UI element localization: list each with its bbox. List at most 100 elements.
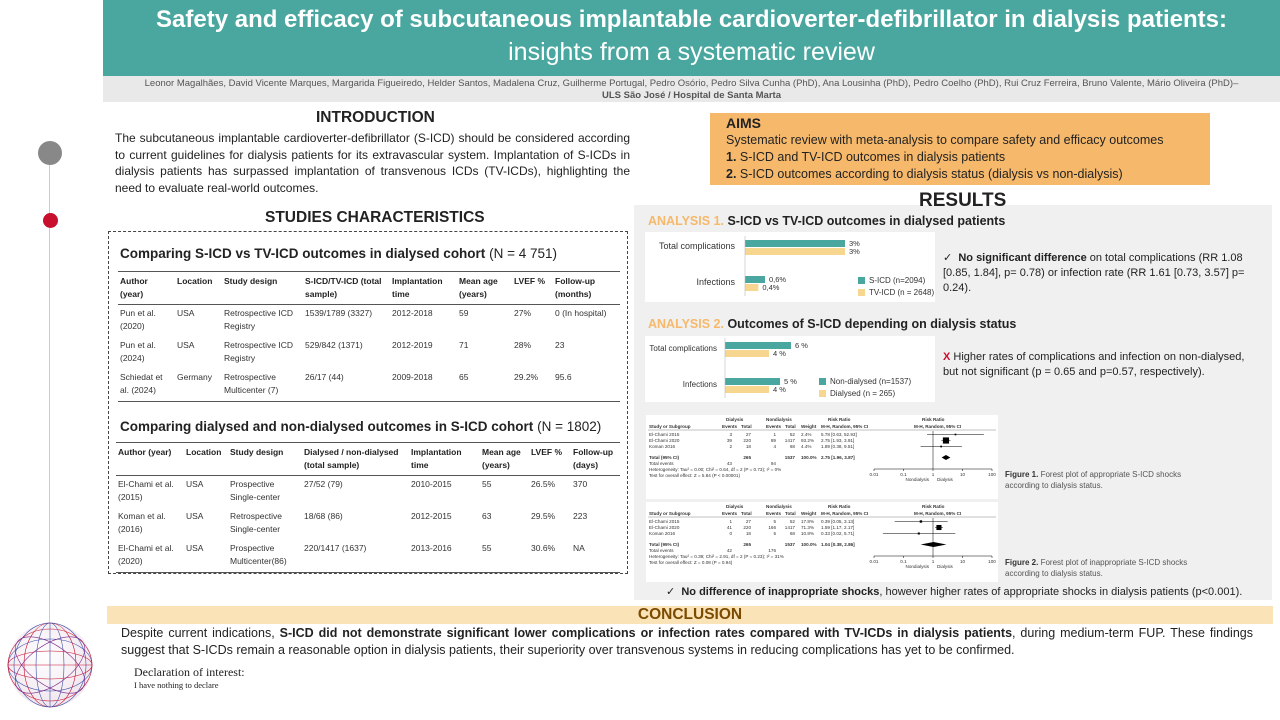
forest-cell: 1: [729, 519, 732, 524]
forest-events: 42: [727, 548, 733, 553]
table-header-cell: Mean age (years): [457, 271, 512, 305]
table-header-cell: Location: [175, 271, 222, 305]
forest-axis-left-label: Nondialysis: [906, 477, 930, 482]
forest-point: [954, 433, 957, 436]
bar-1-0: [725, 378, 780, 385]
table-cell: 220/1417 (1637): [302, 540, 409, 573]
forest-point: [917, 532, 920, 535]
forest-header: M-H, Random, 95% CI: [914, 424, 961, 429]
table-cell: 71: [459, 340, 469, 350]
table1-title: Comparing S-ICD vs TV-ICD outcomes in di…: [120, 246, 557, 261]
forest-header: Risk Ratio: [922, 504, 945, 509]
forest-study: El-Chami 2015: [649, 519, 680, 524]
forest-cell: 2: [729, 444, 732, 449]
heart-globe-icon: [7, 622, 93, 708]
table-header-cell: Study design: [228, 442, 302, 476]
forest-tick-label: 1: [932, 472, 935, 477]
table-header-cell: Author (year): [118, 271, 175, 305]
table-header-cell: Follow-up (months): [553, 271, 620, 305]
legend-swatch: [858, 277, 865, 284]
bar-value-label: 4 %: [773, 349, 786, 358]
forest-tick-label: 0.01: [870, 472, 879, 477]
table-cell: Retrospective ICD Registry: [224, 308, 293, 331]
analysis1-chart-box: Total complications 3% 3% Infections 0,6% 0,4…: [645, 232, 935, 302]
figure1-forest-plot: Dialysis Nondialysis Risk Ratio Risk Ratio S…: [646, 415, 998, 499]
forest-cell: 71.3%: [801, 525, 814, 530]
studies-box: [108, 231, 628, 574]
table-header-cell: Follow-up (days): [571, 442, 620, 476]
table-row: Schiedat et al. (2024) Germany Retrospecti…: [118, 369, 620, 402]
forest-header: Nondialysis: [766, 504, 792, 509]
bar-1-1: [725, 386, 769, 393]
forest-cell: 68: [790, 444, 796, 449]
introduction-title: INTRODUCTION: [316, 109, 435, 126]
forest-cell: 18: [746, 444, 752, 449]
table-cell: 59: [459, 308, 469, 318]
table-row: El-Chami et al. (2020) USA Prospective Mul…: [116, 540, 620, 573]
table-cell: 28%: [514, 340, 532, 350]
forest-diamond: [920, 542, 947, 547]
table-header-cell: Author (year): [116, 442, 184, 476]
table-cell: 0 (In hospital): [555, 308, 607, 318]
studies-title: STUDIES CHARACTERISTICS: [265, 209, 485, 226]
analysis1-title: ANALYSIS 1. S-ICD vs TV-ICD outcomes in …: [648, 214, 1006, 228]
table-cell: USA: [184, 540, 228, 573]
forest-cell: 52: [790, 432, 796, 437]
table-cell: 26/17 (44): [303, 369, 390, 402]
forest-cell: 68: [790, 531, 796, 536]
forest-header: Events: [766, 424, 782, 429]
legend-label: Non-dialysed (n=1537): [830, 377, 911, 386]
table-cell: 29.2%: [512, 369, 553, 402]
forest-cell: 89: [771, 438, 777, 443]
forest-total-cell: 1.04 [0.38, 2.86]: [821, 542, 855, 547]
aims-item-2: 2. S-ICD outcomes according to dialysis …: [726, 167, 1123, 181]
forest-point: [940, 445, 943, 448]
poster-header: Safety and efficacy of subcutaneous impl…: [103, 0, 1280, 76]
forest-total-label: Total (95% CI): [649, 542, 680, 547]
table-header-cell: Dialysed / non-dialysed (total sample): [302, 442, 409, 476]
bar-0-1: [725, 350, 769, 357]
forest-tick-label: 0.1: [900, 472, 907, 477]
forest-header: Weight: [801, 511, 817, 516]
table-cell: 55: [480, 540, 529, 573]
forest-total-cell: 100.0%: [801, 455, 817, 460]
forest-header: Events: [766, 511, 782, 516]
bar-value-label: 5 %: [784, 377, 797, 386]
forest-cell: 0.33 [0.02, 5.71]: [821, 531, 854, 536]
table-cell: 223: [573, 511, 588, 521]
figure2-forest-plot: Dialysis Nondialysis Risk Ratio Risk Ratio S…: [646, 502, 998, 582]
forest-total-cell: 1537: [785, 542, 796, 547]
table-cell: Germany: [175, 369, 222, 402]
forest-header: M-H, Random, 95% CI: [821, 424, 868, 429]
poster-title: Safety and efficacy of subcutaneous impl…: [156, 6, 1227, 33]
forest-study: Koman 2016: [649, 531, 675, 536]
table-cell: Schiedat et al. (2024): [118, 369, 175, 402]
table-cell: Retrospective ICD Registry: [224, 340, 293, 363]
forest-overall-effect: Test for overall effect: Z = 0.08 (P = 0…: [649, 560, 733, 565]
bar-value-label: 3%: [849, 247, 860, 256]
table-cell: 27/52 (79): [304, 479, 343, 489]
forest-cell: 220: [743, 525, 751, 530]
table-cell: USA: [177, 340, 195, 350]
table-cell: 63: [482, 511, 492, 521]
table-cell: 30.6%: [529, 540, 571, 573]
conclusion-title: CONCLUSION: [107, 606, 1273, 624]
legend-swatch: [858, 289, 865, 296]
forest-axis-right-label: Dialysis: [937, 477, 954, 482]
forest-cell: 5: [773, 531, 776, 536]
forest-diamond: [941, 455, 951, 460]
forest-heterogeneity: Heterogeneity: Tau² = 0.00; Chi² = 0.64,…: [649, 467, 781, 472]
table-header-cell: LVEF %: [529, 442, 571, 476]
aims-title: AIMS: [726, 115, 761, 131]
forest-point: [936, 524, 942, 531]
table-cell: 95.6: [553, 369, 620, 402]
forest-header: Risk Ratio: [922, 417, 945, 422]
forest-total-cell: 2.75 [1.96, 3.87]: [821, 455, 855, 460]
table-cell: 2012-2018: [392, 308, 433, 318]
forest-total-cell: 100.0%: [801, 542, 817, 547]
figure1-caption: Figure 1. Forest plot of appropriate S-I…: [1005, 470, 1182, 490]
table-row: Pun et al. (2024) USA Retrospective ICD Re…: [118, 337, 620, 369]
timeline-dot-grey: [38, 141, 62, 165]
forest-header: Nondialysis: [766, 417, 792, 422]
forest-header: Study or Subgroup: [649, 424, 691, 429]
